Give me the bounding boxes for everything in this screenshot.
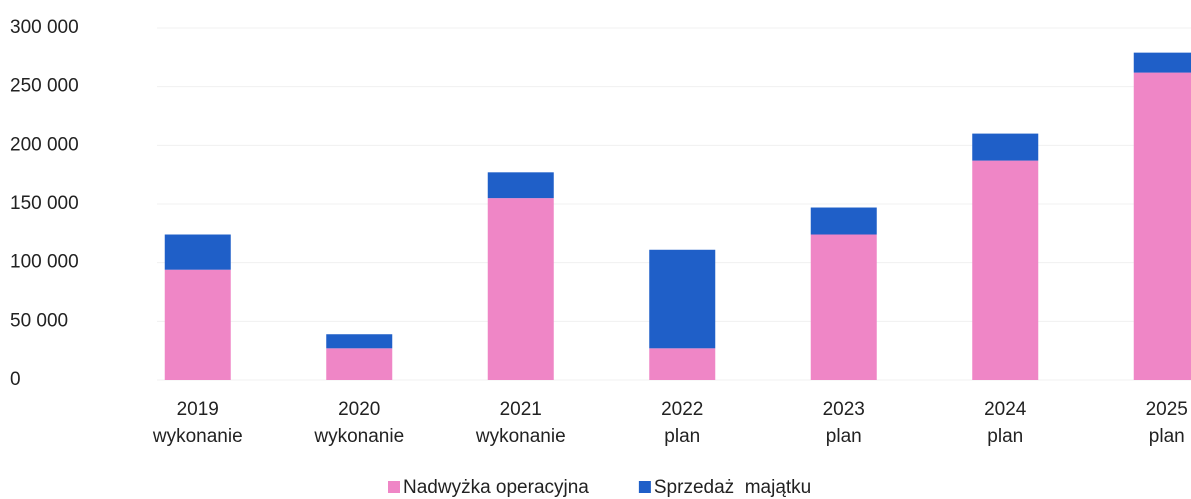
legend-label: Sprzedaż majątku	[654, 477, 811, 498]
y-tick-label: 300 000	[10, 17, 79, 38]
bar-segment	[487, 198, 554, 380]
bar-segment	[810, 207, 877, 235]
x-tick-label: 2019	[177, 399, 219, 420]
bar-segment	[972, 133, 1039, 161]
bar-segment	[1133, 52, 1191, 73]
x-tick-label: 2020	[338, 399, 380, 420]
bar-segment	[326, 348, 393, 380]
bar-segment	[164, 234, 231, 270]
legend-swatch	[388, 481, 400, 493]
x-tick-label: 2023	[823, 399, 865, 420]
y-tick-label: 150 000	[10, 193, 79, 214]
bar-segment	[972, 160, 1039, 380]
legend-swatch	[638, 481, 651, 493]
y-tick-label: 100 000	[10, 252, 79, 273]
x-tick-label: plan	[826, 426, 862, 447]
x-tick-label: plan	[987, 426, 1023, 447]
y-tick-label: 200 000	[10, 134, 79, 155]
bar-segment	[810, 234, 877, 380]
legend-label: Nadwyżka operacyjna	[403, 477, 589, 498]
x-tick-label: wykonanie	[313, 426, 404, 447]
x-tick-label: 2022	[661, 399, 703, 420]
bar-segment	[164, 269, 231, 380]
x-tick-label: plan	[664, 426, 700, 447]
bar-segment	[649, 249, 716, 349]
bar-segment	[326, 334, 393, 349]
x-tick-label: 2025	[1146, 399, 1188, 420]
x-tick-label: wykonanie	[152, 426, 243, 447]
bar-segment	[649, 348, 716, 380]
y-tick-label: 50 000	[10, 310, 68, 331]
bar-segment	[1133, 72, 1191, 380]
x-tick-label: plan	[1149, 426, 1185, 447]
y-tick-label: 250 000	[10, 76, 79, 97]
x-tick-label: 2024	[984, 399, 1027, 420]
bar-segment	[487, 172, 554, 199]
x-tick-label: 2021	[500, 399, 542, 420]
x-tick-label: wykonanie	[475, 426, 566, 447]
y-tick-label: 0	[10, 369, 21, 390]
